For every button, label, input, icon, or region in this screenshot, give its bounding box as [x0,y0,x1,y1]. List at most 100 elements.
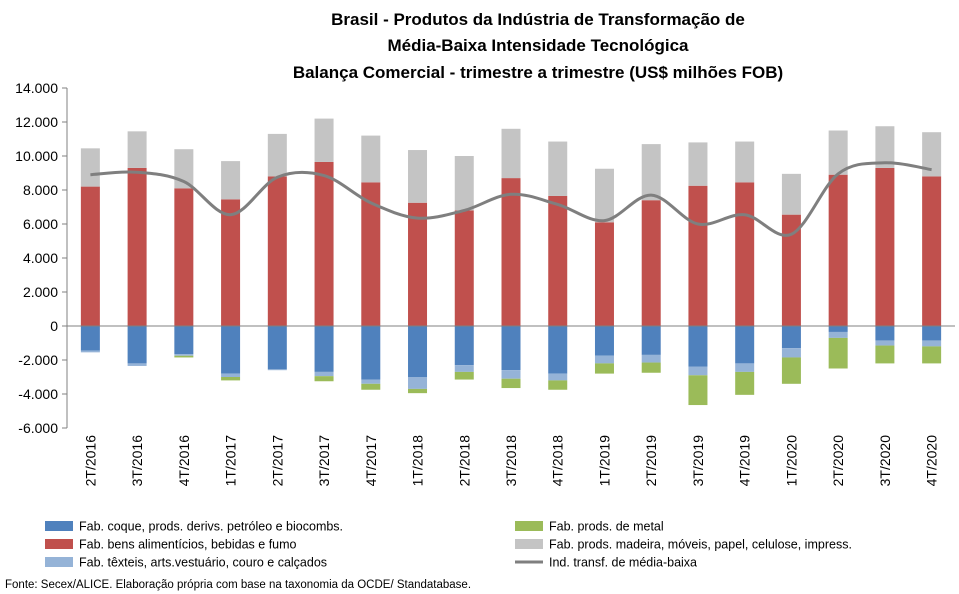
y-tick-label: -6.000 [18,420,58,436]
bar-segment-3 [501,370,521,379]
legend-label: Fab. prods. madeira, móveis, papel, celu… [549,538,852,552]
bar-segment-4 [781,357,801,384]
bar-segment-2 [501,178,521,326]
bar-segment-4 [501,378,521,389]
bar-segment-1 [594,326,614,356]
bar-segment-4 [454,371,474,380]
bar-segment-2 [688,185,708,326]
bar-segment-5 [314,118,334,162]
bar-segment-4 [594,363,614,374]
bar-segment-5 [828,130,848,175]
bar-segment-1 [408,326,428,377]
bar-segment-1 [221,326,241,374]
bar-segment-2 [267,176,287,326]
bar-segment-2 [781,214,801,326]
bar-segment-5 [548,141,568,196]
x-tick-label: 2T/2018 [456,435,472,487]
bar-segment-2 [80,186,100,326]
bar-segment-3 [594,355,614,364]
x-tick-label: 4T/2016 [176,435,192,487]
x-tick-label: 1T/2020 [783,435,799,487]
bar-segment-3 [221,373,241,377]
bar-segment-1 [828,326,848,332]
chart-title-line-1: Brasil - Produtos da Indústria de Transf… [331,10,745,29]
bar-segment-2 [361,182,381,326]
x-tick-label: 3T/2019 [690,435,706,487]
bar-segment-2 [408,202,428,326]
bar-segment-4 [314,376,334,382]
bar-segment-1 [80,326,100,351]
x-tick-label: 1T/2019 [596,435,612,487]
bar-segment-1 [735,326,755,364]
bar-segment-5 [735,141,755,183]
x-tick-label: 1T/2017 [223,435,239,487]
chart-title-line-3: Balança Comercial - trimestre a trimestr… [293,63,783,82]
bar-segment-4 [688,375,708,406]
bar-segment-1 [314,326,334,372]
x-tick-label: 4T/2018 [550,435,566,487]
bars [67,118,955,406]
legend-swatch [45,557,73,567]
bar-segment-1 [501,326,521,371]
bar-segment-4 [361,383,381,390]
bar-segment-1 [922,326,942,341]
y-tick-label: -4.000 [18,386,58,402]
bar-segment-3 [267,369,287,371]
bar-segment-4 [174,355,194,358]
legend-swatch [515,539,543,549]
bar-segment-5 [641,144,661,201]
x-tick-label: 4T/2019 [737,435,753,487]
bar-segment-3 [922,340,942,347]
bar-segment-2 [548,195,568,326]
bar-segment-3 [641,354,661,363]
bar-segment-3 [454,365,474,372]
bar-segment-1 [361,326,381,380]
bar-segment-2 [127,167,147,326]
bar-segment-3 [80,350,100,353]
legend-swatch [45,521,73,531]
x-tick-label: 1T/2018 [410,435,426,487]
series-line-ind-transf [90,161,932,237]
bar-segment-3 [548,373,568,381]
bar-segment-2 [314,161,334,326]
bar-segment-3 [688,366,708,376]
x-tick-label: 2T/2017 [269,435,285,487]
x-tick-label: 3T/2017 [316,435,332,487]
bar-segment-2 [594,222,614,326]
legend-label: Ind. transf. de média-baixa [549,556,697,570]
bar-segment-4 [641,362,661,373]
bar-segment-5 [127,131,147,168]
bar-segment-2 [454,210,474,326]
bar-segment-4 [221,377,241,381]
bar-segment-3 [875,340,895,346]
bar-segment-5 [454,156,474,211]
bar-segment-5 [922,132,942,177]
bar-segment-5 [781,173,801,215]
y-tick-label: 8.000 [23,182,58,198]
legend-swatch [515,521,543,531]
x-tick-label: 3T/2016 [129,435,145,487]
y-axis: -6.000 -4.000 -2.000 0 2.000 4.000 6.000 8.000 1… [15,80,68,436]
bar-segment-5 [875,126,895,168]
bar-segment-1 [127,326,147,364]
bar-segment-5 [688,142,708,186]
bar-segment-4 [922,346,942,364]
legend-label: Fab. coque, prods. derivs. petróleo e bi… [79,520,343,534]
line-layer [90,161,932,237]
bar-segment-3 [781,348,801,358]
x-tick-label: 2T/2019 [643,435,659,487]
y-tick-label: 2.000 [23,284,58,300]
bar-segment-1 [548,326,568,374]
bar-segment-4 [828,337,848,369]
legend-swatch [45,539,73,549]
x-tick-label: 2T/2016 [82,435,98,487]
legend: Fab. coque, prods. derivs. petróleo e bi… [45,520,852,570]
bar-segment-5 [408,150,428,203]
bar-segment-4 [408,388,428,394]
bar-segment-3 [735,363,755,372]
bar-segment-4 [735,371,755,395]
legend-label: Fab. bens alimentícios, bebidas e fumo [79,538,297,552]
bar-segment-1 [641,326,661,355]
bar-segment-5 [501,128,521,179]
bar-segment-2 [875,167,895,326]
